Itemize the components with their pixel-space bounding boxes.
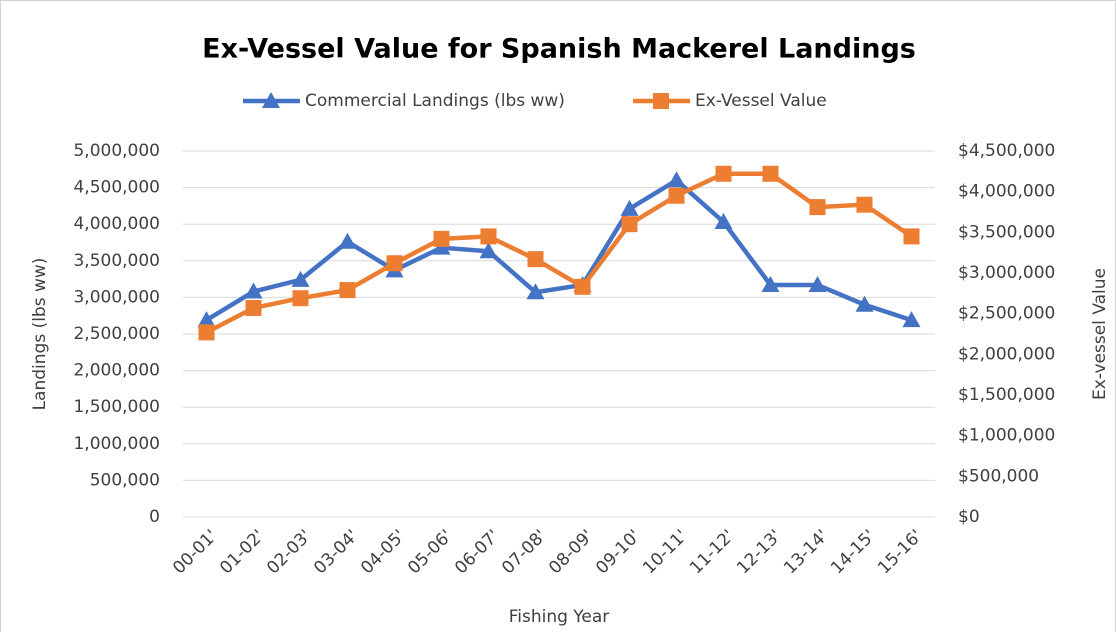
data-point xyxy=(809,199,826,216)
y2-axis-title: Ex-vessel Value xyxy=(1090,268,1110,400)
x-axis-title: Fishing Year xyxy=(509,607,610,627)
data-point xyxy=(574,278,591,295)
data-point xyxy=(386,255,403,272)
data-point xyxy=(479,242,498,259)
y-tick-label: 4,500,000 xyxy=(73,178,160,198)
y-tick-label: 3,000,000 xyxy=(73,287,160,307)
data-point xyxy=(855,295,874,312)
data-point xyxy=(527,251,544,268)
y2-tick-label: $3,000,000 xyxy=(958,263,1055,283)
y-tick-label: 0 xyxy=(149,507,160,527)
y-tick-label: 2,000,000 xyxy=(73,361,160,381)
data-point xyxy=(338,232,357,249)
data-point xyxy=(526,283,545,300)
data-point xyxy=(762,165,779,182)
data-point xyxy=(244,282,263,299)
y2-tick-label: $1,000,000 xyxy=(958,426,1055,446)
data-point xyxy=(433,230,450,247)
y-tick-label: 1,000,000 xyxy=(73,434,160,454)
legend-label: Commercial Landings (lbs ww) xyxy=(305,91,565,111)
y-tick-label: 4,000,000 xyxy=(73,214,160,234)
data-point xyxy=(808,275,827,292)
y-axis-title: Landings (lbs ww) xyxy=(30,258,50,411)
y-tick-label: 2,500,000 xyxy=(73,324,160,344)
data-point xyxy=(339,282,356,299)
y-tick-label: 500,000 xyxy=(90,470,160,490)
data-point xyxy=(620,199,639,216)
legend-marker xyxy=(262,92,280,108)
data-point xyxy=(480,228,497,245)
chart-title: Ex-Vessel Value for Spanish Mackerel Lan… xyxy=(202,34,916,65)
data-point xyxy=(291,270,310,287)
y2-tick-label: $4,000,000 xyxy=(958,182,1055,202)
y-tick-label: 5,000,000 xyxy=(73,141,160,161)
y2-tick-label: $0 xyxy=(958,507,980,527)
data-point xyxy=(714,213,733,230)
series-line xyxy=(205,171,913,335)
data-point xyxy=(856,196,873,213)
data-point xyxy=(902,311,921,328)
data-point xyxy=(198,324,215,341)
data-point xyxy=(903,228,920,245)
y2-tick-label: $4,500,000 xyxy=(958,141,1055,161)
data-point xyxy=(668,187,685,204)
data-point xyxy=(292,290,309,307)
y2-tick-label: $3,500,000 xyxy=(958,222,1055,242)
y2-tick-label: $2,000,000 xyxy=(958,344,1055,364)
legend-marker xyxy=(653,93,669,109)
data-point xyxy=(621,216,638,233)
y-tick-label: 1,500,000 xyxy=(73,397,160,417)
data-point xyxy=(667,171,686,188)
data-point xyxy=(715,165,732,182)
y2-tick-label: $2,500,000 xyxy=(958,304,1055,324)
data-point xyxy=(245,299,262,316)
data-point xyxy=(197,311,216,328)
y-tick-label: 3,500,000 xyxy=(73,251,160,271)
legend-label: Ex-Vessel Value xyxy=(695,91,827,111)
y2-tick-label: $1,500,000 xyxy=(958,385,1055,405)
series-line xyxy=(205,177,913,323)
data-point xyxy=(761,275,780,292)
y2-tick-label: $500,000 xyxy=(958,466,1039,486)
